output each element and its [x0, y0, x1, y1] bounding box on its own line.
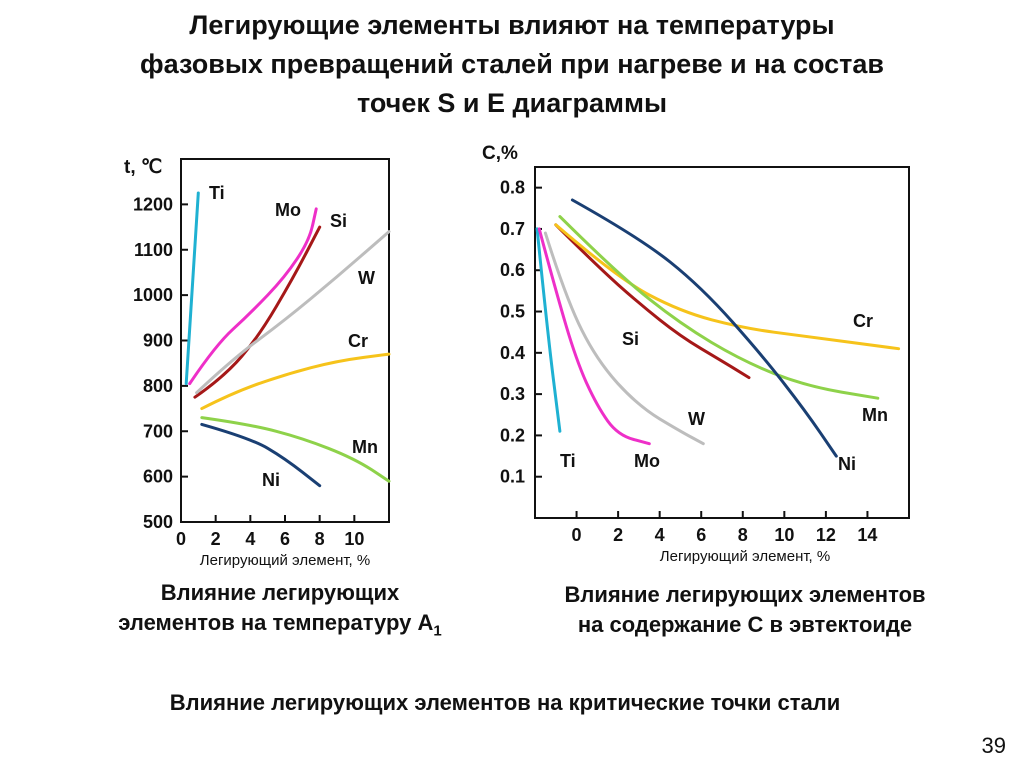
y-tick-label: 0.3	[500, 384, 525, 404]
caption-right-line-1: Влияние легирующих элементов	[564, 582, 926, 607]
y-tick-label: 0.7	[500, 219, 525, 239]
x-tick-label: 6	[280, 529, 290, 549]
x-tick-label: 2	[613, 525, 623, 545]
caption-left-line-1: Влияние легирующих	[160, 580, 400, 605]
caption-left: Влияние легирующих элементов на температ…	[40, 578, 520, 646]
x-tick-label: 4	[655, 525, 665, 545]
y-tick-label: 700	[143, 421, 173, 441]
y-tick-label: 0.6	[500, 260, 525, 280]
y-tick-label: 0.8	[500, 178, 525, 198]
y-tick-label: 1100	[134, 240, 173, 260]
series-line-ti	[184, 191, 200, 386]
series-label-si: Si	[330, 211, 347, 231]
x-tick-label: 12	[816, 525, 836, 545]
series-line-mn	[200, 416, 391, 483]
series-label-w: W	[688, 409, 705, 429]
series-line-w	[195, 230, 391, 395]
series-line-mn	[558, 215, 880, 400]
series-line-cr	[554, 223, 901, 351]
x-tick-label: 14	[857, 525, 877, 545]
y-tick-label: 600	[143, 467, 173, 487]
series-label-ni: Ni	[262, 470, 280, 490]
x-tick-label: 10	[774, 525, 794, 545]
series-line-si	[554, 223, 751, 380]
y-tick-label: 1000	[133, 285, 173, 305]
series-label-w: W	[358, 268, 375, 288]
series-label-mo: Mo	[634, 451, 660, 471]
y-tick-label: 0.2	[500, 425, 525, 445]
chart-right-frame	[534, 166, 910, 519]
caption-left-line-2: элементов на температуру А1	[40, 608, 520, 646]
x-tick-label: 8	[738, 525, 748, 545]
series-label-mn: Mn	[862, 405, 888, 425]
y-tick-label: 0.1	[500, 467, 525, 487]
series-label-si: Si	[622, 329, 639, 349]
y-tick-label: 0.4	[500, 343, 525, 363]
series-line-ni	[570, 198, 838, 458]
y-tick-label: 0.5	[500, 302, 525, 322]
series-line-mo	[188, 207, 318, 386]
title-line-2: фазовых превращений сталей при нагреве и…	[140, 49, 884, 79]
chart-left-y-axis-label: t, ℃	[124, 157, 162, 178]
caption-right: Влияние легирующих элементов на содержан…	[490, 580, 1000, 640]
x-tick-label: 0	[572, 525, 582, 545]
series-label-ti: Ti	[560, 451, 576, 471]
title-line-1: Легирующие элементы влияют на температур…	[189, 10, 835, 40]
series-label-ti: Ti	[209, 183, 225, 203]
bottom-caption: Влияние легирующих элементов на критичес…	[169, 690, 841, 715]
caption-right-line-2: на содержание С в эвтектоиде	[577, 612, 913, 637]
series-label-cr: Cr	[853, 311, 873, 331]
series-label-ni: Ni	[838, 454, 856, 474]
y-tick-label: 900	[143, 331, 173, 351]
x-tick-label: 2	[211, 529, 221, 549]
series-line-cr	[200, 352, 391, 411]
x-tick-label: 4	[245, 529, 255, 549]
slide-title: Легирующие элементы влияют на температур…	[0, 6, 1024, 123]
x-tick-label: 0	[176, 529, 186, 549]
title-line-3: точек S и E диаграммы	[356, 88, 668, 118]
series-line-mo	[537, 227, 651, 446]
chart-right-y-axis-label: C,%	[482, 143, 518, 164]
caption-left-subscript: 1	[433, 622, 442, 640]
page-number: 39	[981, 733, 1006, 758]
y-tick-label: 500	[143, 512, 173, 532]
y-tick-label: 800	[143, 376, 173, 396]
series-label-cr: Cr	[348, 331, 368, 351]
series-line-si	[193, 225, 322, 399]
series-line-ti	[535, 227, 562, 433]
x-tick-label: 10	[344, 529, 364, 549]
x-tick-label: 8	[315, 529, 325, 549]
caption-left-line-2-text: элементов на температуру А	[118, 610, 434, 635]
series-label-mn: Mn	[352, 437, 378, 457]
chart-right-x-axis-label: Легирующий элемент, %	[660, 548, 830, 565]
x-tick-label: 6	[696, 525, 706, 545]
series-label-mo: Mo	[275, 200, 301, 220]
chart-left-x-axis-label: Легирующий элемент, %	[200, 552, 370, 569]
series-line-w	[543, 231, 705, 446]
y-tick-label: 1200	[133, 194, 173, 214]
series-line-ni	[200, 422, 322, 488]
